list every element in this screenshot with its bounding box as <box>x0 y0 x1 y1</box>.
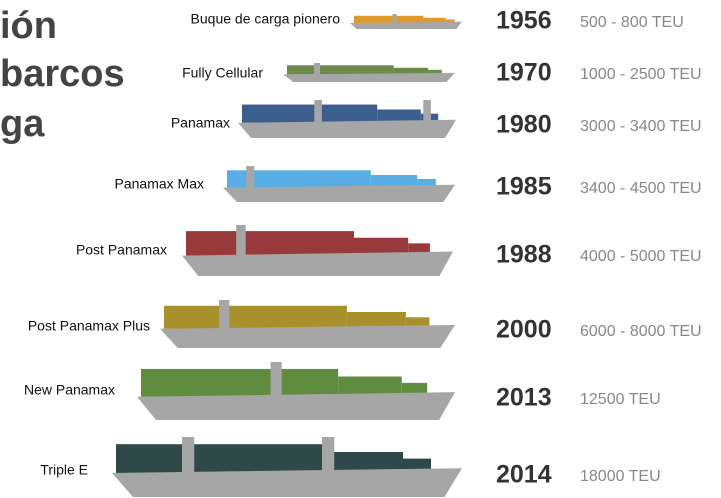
year: 1980 <box>496 111 552 139</box>
capacity: 12500 TEU <box>580 391 661 408</box>
year: 2014 <box>496 461 552 489</box>
title-line: ga <box>0 103 45 145</box>
hull <box>283 73 455 82</box>
capacity: 1000 - 2500 TEU <box>580 66 702 83</box>
year: 1985 <box>496 173 552 201</box>
cargo <box>116 444 333 473</box>
superstructure <box>423 100 431 123</box>
capacity: 500 - 800 TEU <box>580 14 684 31</box>
year: 1988 <box>496 241 552 269</box>
cargo <box>242 105 377 123</box>
infographic: ión barcos ga Buque de carga pionero 1956 500… <box>0 0 721 498</box>
capacity: 3400 - 4500 TEU <box>580 180 702 197</box>
year: 2013 <box>496 384 552 412</box>
ship-label: Fully Cellular <box>182 65 263 81</box>
superstructure <box>314 100 322 123</box>
ship-label: Panamax <box>171 115 230 131</box>
cargo <box>287 65 394 74</box>
ship-label: Post Panamax Plus <box>28 318 150 334</box>
hull <box>112 468 462 497</box>
cargo <box>141 369 338 397</box>
hull <box>160 325 455 348</box>
superstructure <box>322 437 334 473</box>
superstructure <box>246 166 254 188</box>
title-line: ión <box>0 5 57 47</box>
hull <box>223 185 455 202</box>
superstructure <box>182 437 194 473</box>
cargo <box>354 16 423 23</box>
ship-label: Triple E <box>40 462 88 478</box>
cargo <box>186 231 354 255</box>
title-line: barcos <box>0 53 125 95</box>
superstructure <box>219 300 229 329</box>
ship-label: New Panamax <box>24 382 115 398</box>
superstructure <box>236 225 245 256</box>
cargo <box>164 306 347 329</box>
hull <box>350 22 462 29</box>
year: 2000 <box>496 316 552 344</box>
hull <box>182 252 453 276</box>
capacity: 6000 - 8000 TEU <box>580 323 702 340</box>
superstructure <box>271 362 282 397</box>
ship-label: Buque de carga pionero <box>191 11 341 27</box>
hull <box>137 392 455 420</box>
superstructure <box>314 63 320 74</box>
capacity: 3000 - 3400 TEU <box>580 118 702 135</box>
year: 1956 <box>496 7 552 35</box>
ship-label: Post Panamax <box>76 242 167 258</box>
capacity: 18000 TEU <box>580 468 661 485</box>
ship-label: Panamax Max <box>115 176 204 192</box>
capacity: 4000 - 5000 TEU <box>580 248 702 265</box>
year: 1970 <box>496 59 552 87</box>
superstructure <box>393 14 397 23</box>
